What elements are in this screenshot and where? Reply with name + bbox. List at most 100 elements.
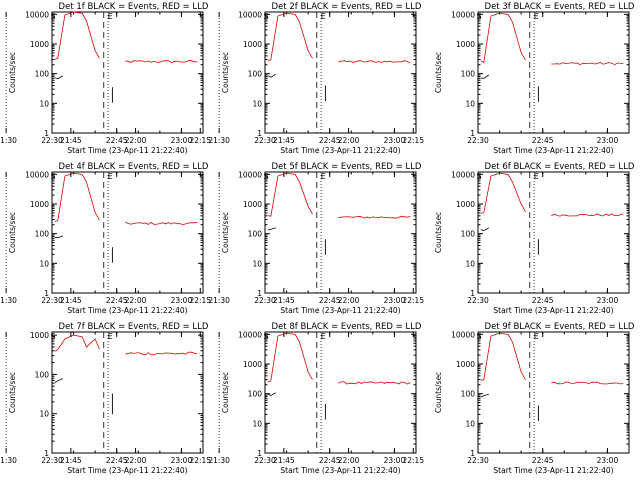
x-tick-label: 23:00 — [384, 456, 406, 465]
chart-title: Det 3f BLACK = Events, RED = LLD — [485, 2, 635, 12]
x-tick-label: 22:15 — [402, 296, 424, 305]
y-tick-label: 1000 — [243, 200, 262, 209]
lld-series-line — [54, 11, 100, 60]
y-axis-label: Counts/sec — [221, 52, 230, 93]
x-tick-label: 22:15 — [189, 296, 211, 305]
y-axis-label: Counts/sec — [434, 52, 443, 93]
x-tick-label: 21:30 — [208, 296, 230, 305]
chart-title: Det 4f BLACK = Events, RED = LLD — [59, 162, 209, 172]
chart-panel: Det 2f BLACK = Events, RED = LLD 1 10 100 10… — [0, 2, 422, 155]
x-axis-label: Start Time (23-Apr-11 21:22:40) — [67, 306, 187, 315]
x-tick-label: 22:45 — [106, 456, 128, 465]
lld-series-line — [480, 172, 526, 214]
events-series-line — [480, 393, 489, 398]
x-axis-label: Start Time (23-Apr-11 21:22:40) — [280, 466, 400, 475]
plot-frame — [264, 11, 417, 134]
y-axis-label: Counts/sec — [8, 212, 17, 253]
y-tick-label: 10 — [252, 99, 262, 108]
x-tick-label: 23:00 — [384, 296, 406, 305]
y-tick-label: 1 — [44, 129, 49, 138]
y-tick-label: 10 — [252, 419, 262, 428]
chart-panel: Det 1f BLACK = Events, RED = LLD 1 10 100 10… — [8, 2, 209, 155]
lld-series-line — [125, 221, 198, 226]
x-axis-label: Start Time (23-Apr-11 21:22:40) — [493, 306, 613, 315]
x-tick-label: 21:30 — [0, 136, 17, 145]
end-marker-label: E — [321, 172, 326, 181]
x-tick-label: 22:30 — [41, 296, 63, 305]
x-tick-label: 21:30 — [208, 456, 230, 465]
x-tick-label: 23:00 — [384, 136, 406, 145]
lld-series-line — [551, 213, 624, 217]
y-tick-label: 1000 — [456, 360, 475, 369]
y-tick-label: 10 — [39, 99, 49, 108]
plot-frame — [477, 171, 630, 294]
x-axis-label: Start Time (23-Apr-11 21:22:40) — [493, 466, 613, 475]
lld-series-line — [338, 60, 411, 64]
x-tick-label: 23:00 — [171, 456, 193, 465]
chart-panel: Det 9f BLACK = Events, RED = LLD 1 10 100 10… — [208, 322, 635, 475]
chart-title: Det 2f BLACK = Events, RED = LLD — [272, 2, 422, 12]
end-marker-label: E — [108, 172, 113, 181]
y-tick-label: 100 — [461, 390, 476, 399]
plot-frame — [264, 171, 417, 294]
y-tick-label: 100 — [248, 70, 263, 79]
y-tick-label: 10 — [39, 259, 49, 268]
x-tick-label: 21:45 — [273, 136, 295, 145]
x-tick-label: 22:30 — [467, 456, 489, 465]
plot-frame — [477, 11, 630, 134]
x-tick-label: 22:00 — [338, 296, 360, 305]
lld-series-line — [480, 12, 526, 64]
y-tick-label: 100 — [35, 370, 50, 379]
lld-series-line — [480, 332, 526, 381]
y-tick-label: 1 — [44, 449, 49, 458]
x-tick-label: 21:30 — [0, 296, 17, 305]
chart-title: Det 5f BLACK = Events, RED = LLD — [272, 162, 422, 172]
events-series-line — [480, 227, 489, 232]
y-tick-label: 10 — [465, 99, 475, 108]
x-tick-label: 22:00 — [125, 456, 147, 465]
plot-frame — [51, 171, 204, 294]
lld-series-line — [125, 60, 198, 63]
y-tick-label: 1000 — [456, 200, 475, 209]
y-axis-label: Counts/sec — [8, 52, 17, 93]
y-tick-label: 1 — [44, 289, 49, 298]
end-marker-label: E — [108, 12, 113, 21]
x-tick-label: 21:30 — [0, 456, 17, 465]
events-series-line — [267, 227, 276, 231]
x-tick-label: 23:00 — [597, 136, 619, 145]
y-tick-label: 100 — [248, 230, 263, 239]
x-tick-label: 23:00 — [597, 296, 619, 305]
chart-panel: Det 6f BLACK = Events, RED = LLD 1 10 100 10… — [208, 162, 635, 315]
end-marker-label: E — [534, 172, 539, 181]
x-tick-label: 22:00 — [338, 456, 360, 465]
x-tick-label: 22:45 — [532, 136, 554, 145]
y-tick-label: 10 — [252, 259, 262, 268]
start-marker-label: S — [263, 172, 268, 181]
end-marker-label: E — [108, 332, 113, 341]
x-tick-label: 21:45 — [60, 296, 82, 305]
x-tick-label: 22:15 — [402, 136, 424, 145]
y-tick-label: 1 — [470, 289, 475, 298]
x-tick-label: 21:45 — [60, 456, 82, 465]
lld-series-line — [267, 12, 313, 61]
chart-panel: Det 4f BLACK = Events, RED = LLD 1 10 100 10… — [8, 162, 209, 315]
y-tick-label: 1000 — [243, 360, 262, 369]
chart-title: Det 1f BLACK = Events, RED = LLD — [59, 2, 209, 12]
y-tick-label: 1 — [257, 129, 262, 138]
y-tick-label: 10000 — [238, 10, 262, 19]
start-marker-label: S — [263, 332, 268, 341]
lld-series-line — [54, 172, 100, 223]
y-tick-label: 100 — [461, 70, 476, 79]
x-axis-label: Start Time (23-Apr-11 21:22:40) — [280, 146, 400, 155]
x-tick-label: 22:45 — [106, 296, 128, 305]
x-tick-label: 22:00 — [338, 136, 360, 145]
x-tick-label: 22:45 — [319, 456, 341, 465]
events-series-line — [267, 73, 277, 78]
chart-panel: Det 7f BLACK = Events, RED = LLD 1 10 100 10… — [8, 322, 209, 475]
y-axis-label: Counts/sec — [434, 372, 443, 413]
lld-series-line — [338, 215, 411, 219]
start-marker-label: S — [50, 332, 55, 341]
events-series-line — [54, 75, 63, 80]
y-tick-label: 10 — [465, 259, 475, 268]
x-tick-label: 22:45 — [532, 456, 554, 465]
